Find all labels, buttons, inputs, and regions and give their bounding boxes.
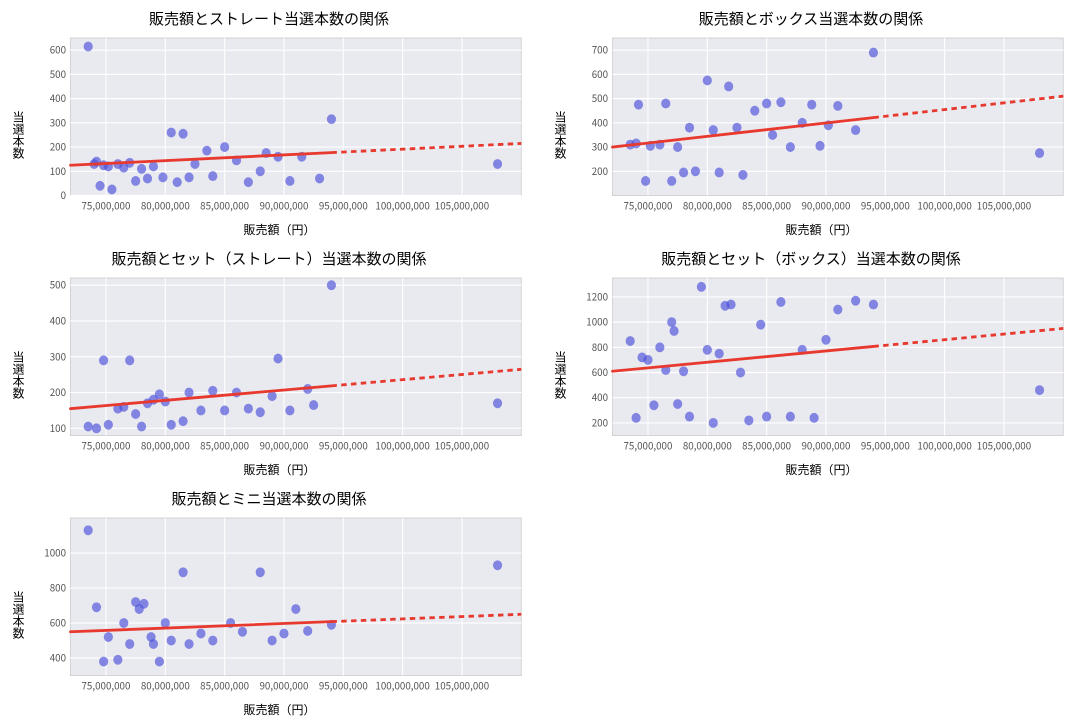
x-axis-label: 販売額（円） xyxy=(29,461,530,478)
x-axis-label: 販売額（円） xyxy=(571,221,1072,238)
svg-text:85,000,000: 85,000,000 xyxy=(742,197,791,213)
svg-text:800: 800 xyxy=(592,338,609,354)
svg-text:400: 400 xyxy=(50,90,67,106)
chart-panel: 販売額とミニ当選本数の関係当選本数 75,000,000 80,000,000 85,… xyxy=(8,488,530,718)
svg-text:400: 400 xyxy=(592,389,609,405)
chart-grid: 販売額とストレート当選本数の関係当選本数 75,000,000 80,000,000… xyxy=(8,8,1072,718)
chart-title: 販売額とセット（ボックス）当選本数の関係 xyxy=(661,248,961,269)
svg-text:300: 300 xyxy=(592,138,609,154)
scatter-plot: 75,000,000 80,000,000 85,000,000 90,000,000… xyxy=(29,511,530,699)
svg-text:75,000,000: 75,000,000 xyxy=(82,197,131,213)
svg-text:105,000,000: 105,000,000 xyxy=(435,437,490,453)
scatter-plot: 75,000,000 80,000,000 85,000,000 90,000,000… xyxy=(29,31,530,219)
svg-text:105,000,000: 105,000,000 xyxy=(435,197,490,213)
svg-text:1200: 1200 xyxy=(586,288,608,304)
chart-title: 販売額とミニ当選本数の関係 xyxy=(171,488,366,509)
svg-text:1000: 1000 xyxy=(586,313,608,329)
svg-text:80,000,000: 80,000,000 xyxy=(141,677,190,693)
y-axis-label: 当選本数 xyxy=(8,351,29,399)
scatter-plot: 75,000,000 80,000,000 85,000,000 90,000,000… xyxy=(571,31,1072,219)
svg-text:90,000,000: 90,000,000 xyxy=(260,437,309,453)
svg-text:80,000,000: 80,000,000 xyxy=(683,197,732,213)
svg-text:85,000,000: 85,000,000 xyxy=(200,677,249,693)
chart-panel: 販売額とセット（ストレート）当選本数の関係当選本数 75,000,000 80,00… xyxy=(8,248,530,478)
chart-panel: 販売額とストレート当選本数の関係当選本数 75,000,000 80,000,000… xyxy=(8,8,530,238)
svg-text:75,000,000: 75,000,000 xyxy=(82,437,131,453)
x-axis-label: 販売額（円） xyxy=(29,221,530,238)
svg-text:200: 200 xyxy=(592,162,609,178)
svg-text:90,000,000: 90,000,000 xyxy=(260,197,309,213)
chart-title: 販売額とセット（ストレート）当選本数の関係 xyxy=(111,248,426,269)
svg-text:80,000,000: 80,000,000 xyxy=(141,437,190,453)
svg-text:500: 500 xyxy=(50,65,67,81)
svg-text:300: 300 xyxy=(50,114,67,130)
svg-text:200: 200 xyxy=(50,138,67,154)
svg-text:80,000,000: 80,000,000 xyxy=(141,197,190,213)
svg-text:600: 600 xyxy=(592,65,609,81)
chart-title: 販売額とボックス当選本数の関係 xyxy=(699,8,924,29)
svg-text:700: 700 xyxy=(592,41,609,57)
x-axis-label: 販売額（円） xyxy=(29,701,530,718)
svg-text:100,000,000: 100,000,000 xyxy=(375,677,430,693)
scatter-plot: 75,000,000 80,000,000 85,000,000 90,000,000… xyxy=(29,271,530,459)
svg-text:100: 100 xyxy=(50,162,67,178)
svg-text:600: 600 xyxy=(50,614,67,630)
svg-text:75,000,000: 75,000,000 xyxy=(624,437,673,453)
svg-text:100,000,000: 100,000,000 xyxy=(917,197,972,213)
svg-text:400: 400 xyxy=(50,649,67,665)
chart-panel: 販売額とセット（ボックス）当選本数の関係当選本数 75,000,000 80,000… xyxy=(550,248,1072,478)
chart-title: 販売額とストレート当選本数の関係 xyxy=(149,8,389,29)
svg-text:200: 200 xyxy=(592,414,609,430)
svg-text:95,000,000: 95,000,000 xyxy=(861,197,910,213)
svg-text:95,000,000: 95,000,000 xyxy=(861,437,910,453)
svg-text:105,000,000: 105,000,000 xyxy=(435,677,490,693)
svg-text:90,000,000: 90,000,000 xyxy=(260,677,309,693)
svg-text:100,000,000: 100,000,000 xyxy=(375,437,430,453)
svg-text:400: 400 xyxy=(592,114,609,130)
svg-text:75,000,000: 75,000,000 xyxy=(82,677,131,693)
svg-text:95,000,000: 95,000,000 xyxy=(319,677,368,693)
svg-text:500: 500 xyxy=(592,90,609,106)
svg-text:400: 400 xyxy=(50,312,67,328)
svg-text:90,000,000: 90,000,000 xyxy=(802,437,851,453)
svg-text:500: 500 xyxy=(50,276,67,292)
svg-text:85,000,000: 85,000,000 xyxy=(200,197,249,213)
svg-text:100: 100 xyxy=(50,419,67,435)
svg-text:90,000,000: 90,000,000 xyxy=(802,197,851,213)
svg-text:800: 800 xyxy=(50,579,67,595)
x-axis-label: 販売額（円） xyxy=(571,461,1072,478)
svg-text:1000: 1000 xyxy=(44,544,66,560)
y-axis-label: 当選本数 xyxy=(550,351,571,399)
y-axis-label: 当選本数 xyxy=(8,591,29,639)
svg-text:80,000,000: 80,000,000 xyxy=(683,437,732,453)
svg-text:600: 600 xyxy=(50,41,67,57)
scatter-plot: 75,000,000 80,000,000 85,000,000 90,000,000… xyxy=(571,271,1072,459)
svg-text:600: 600 xyxy=(592,364,609,380)
svg-text:105,000,000: 105,000,000 xyxy=(977,197,1032,213)
svg-text:100,000,000: 100,000,000 xyxy=(375,197,430,213)
y-axis-label: 当選本数 xyxy=(550,111,571,159)
svg-text:75,000,000: 75,000,000 xyxy=(624,197,673,213)
svg-text:100,000,000: 100,000,000 xyxy=(917,437,972,453)
svg-text:105,000,000: 105,000,000 xyxy=(977,437,1032,453)
svg-text:200: 200 xyxy=(50,384,67,400)
svg-text:300: 300 xyxy=(50,348,67,364)
svg-text:95,000,000: 95,000,000 xyxy=(319,197,368,213)
svg-text:85,000,000: 85,000,000 xyxy=(742,437,791,453)
chart-panel: 販売額とボックス当選本数の関係当選本数 75,000,000 80,000,000 8… xyxy=(550,8,1072,238)
svg-text:0: 0 xyxy=(61,187,67,203)
y-axis-label: 当選本数 xyxy=(8,111,29,159)
svg-text:95,000,000: 95,000,000 xyxy=(319,437,368,453)
svg-text:85,000,000: 85,000,000 xyxy=(200,437,249,453)
